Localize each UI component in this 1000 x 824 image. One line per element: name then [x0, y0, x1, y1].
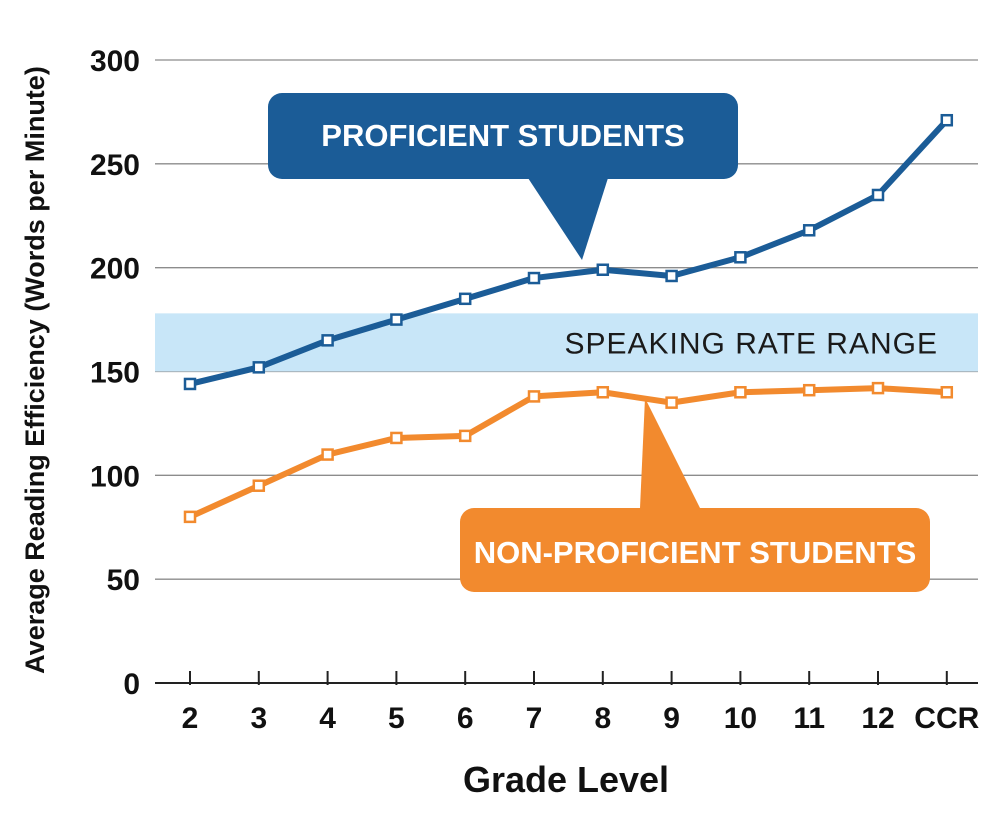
series-2-point-CCR [940, 386, 954, 399]
series-2-point-10 [734, 386, 747, 399]
series-1-point-3 [252, 361, 266, 374]
series-1-point-CCR [940, 113, 954, 127]
axes: 0 50 100 150 200 250 300 2 3 4 5 6 7 8 9 10 11 12 CCR [90, 45, 980, 735]
series-line-1 [187, 117, 950, 387]
callout-pointer-2 [640, 398, 700, 508]
series-1-point-2 [183, 377, 197, 391]
y-tick-label-300: 300 [90, 45, 140, 78]
series-1-point-6 [458, 292, 472, 306]
series-2-point-4 [321, 448, 334, 461]
x-tick-label-CCR: CCR [914, 702, 979, 735]
y-tick-label-50: 50 [107, 564, 140, 597]
speaking-rate-band-label: SPEAKING RATE RANGE [564, 327, 938, 360]
series-2-point-3 [252, 479, 266, 492]
x-tick-label-11: 11 [793, 702, 825, 735]
series-line-2 [187, 385, 950, 520]
y-tick-label-200: 200 [90, 253, 140, 286]
series-1-point-10 [734, 251, 747, 264]
x-tick-label-5: 5 [388, 702, 405, 735]
y-tick-label-0: 0 [123, 668, 140, 701]
y-tick-label-150: 150 [90, 357, 140, 390]
x-tick-label-8: 8 [594, 702, 611, 735]
series-2-point-7 [527, 390, 541, 403]
series-2-point-8 [596, 386, 610, 399]
series-2-point-12 [871, 381, 885, 395]
y-tick-label-250: 250 [90, 149, 140, 182]
series-2-point-6 [458, 429, 472, 443]
x-tick-label-6: 6 [457, 702, 474, 735]
x-tick-label-10: 10 [724, 702, 757, 735]
legend-label-1: PROFICIENT STUDENTS [321, 118, 684, 153]
series-1-point-9 [665, 269, 678, 283]
series-1-point-8 [596, 263, 610, 276]
legend-label-2: NON-PROFICIENT STUDENTS [474, 535, 917, 570]
speaking-rate-band-area [155, 313, 978, 372]
series-1-point-7 [527, 271, 541, 285]
callouts: PROFICIENT STUDENTS NON-PROFICIENT STUDEN… [268, 93, 930, 592]
series-1-point-5 [390, 313, 403, 326]
callout-box-1 [268, 93, 738, 179]
callout-box-2 [460, 508, 930, 592]
series-1-point-11 [802, 224, 816, 237]
x-tick-label-2: 2 [182, 702, 199, 735]
speaking-rate-band: SPEAKING RATE RANGE [155, 313, 978, 372]
x-tick-label-7: 7 [526, 702, 543, 735]
x-axis-title: Grade Level [463, 759, 669, 800]
x-tick-label-4: 4 [319, 702, 336, 735]
callout-pointer-1 [528, 178, 608, 260]
y-tick-label-100: 100 [90, 460, 140, 493]
series-1-point-12 [871, 188, 885, 202]
series-2-point-5 [390, 431, 403, 445]
series-2-point-11 [802, 383, 816, 397]
series-lines [183, 113, 954, 524]
series-2-point-9 [665, 396, 678, 409]
x-tick-label-9: 9 [663, 702, 680, 735]
series-1-point-4 [321, 334, 334, 347]
y-axis-title: Average Reading Efficiency (Words per Mi… [20, 66, 50, 674]
x-tick-label-12: 12 [861, 702, 894, 735]
series-2-point-2 [183, 510, 197, 524]
x-tick-label-3: 3 [250, 702, 267, 735]
